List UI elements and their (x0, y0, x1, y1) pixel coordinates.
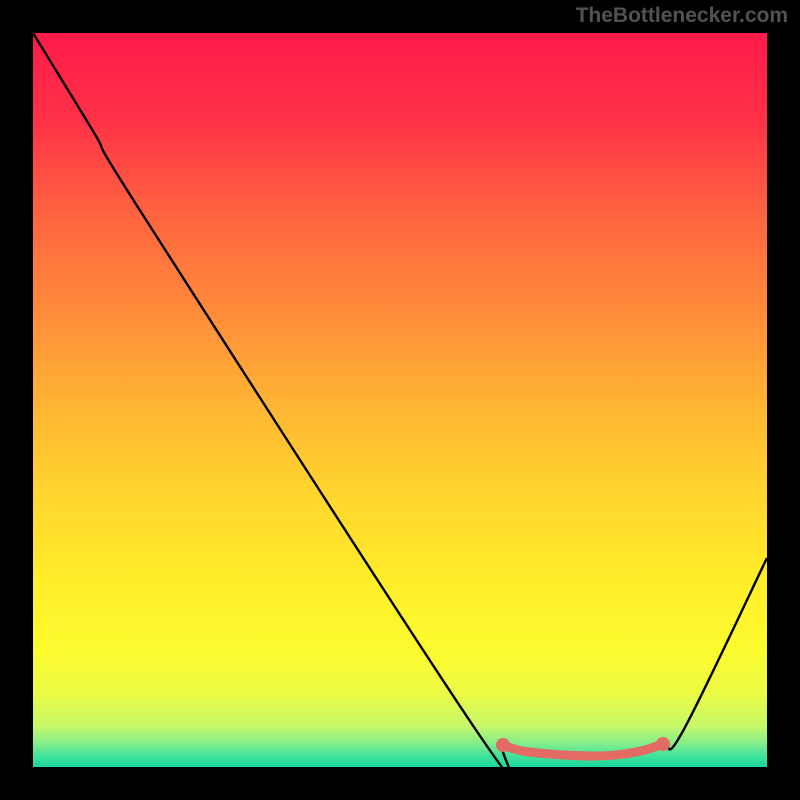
highlight-endpoint-dot (496, 738, 510, 752)
watermark-text: TheBottlenecker.com (576, 4, 788, 28)
gradient-background (33, 33, 767, 767)
chart-svg (33, 33, 767, 767)
chart-plot-area (33, 33, 767, 767)
highlight-endpoint-dot (656, 737, 670, 751)
